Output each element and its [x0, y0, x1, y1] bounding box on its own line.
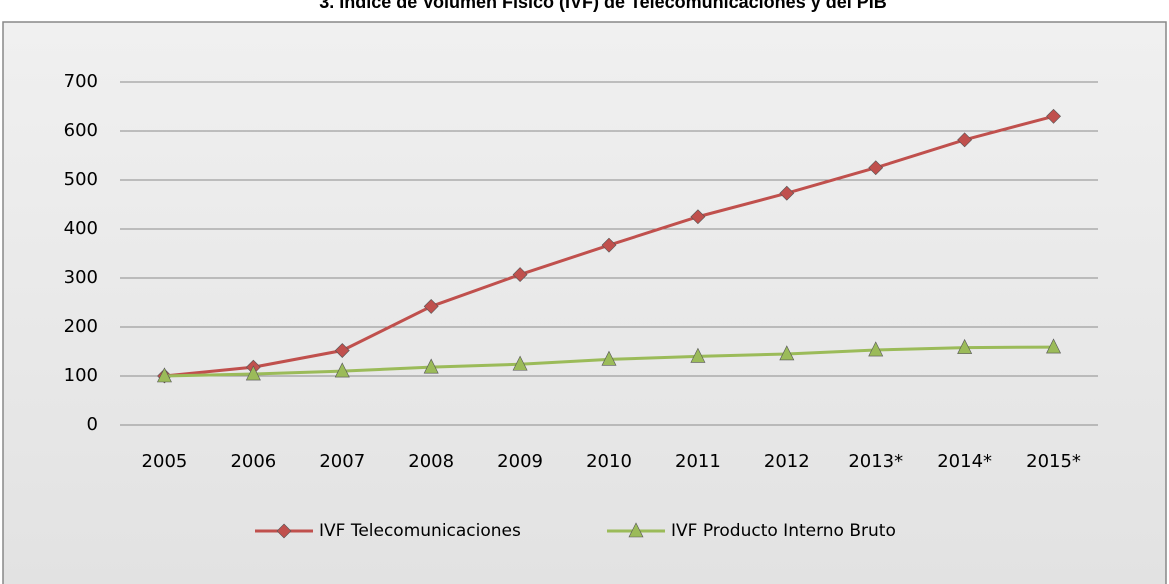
data-point — [779, 345, 795, 361]
x-tick-label: 2009 — [497, 451, 543, 472]
data-point — [512, 267, 528, 282]
y-tick-label: 0 — [87, 414, 98, 435]
x-tick-label: 2012 — [764, 451, 810, 472]
x-tick-label: 2005 — [142, 451, 188, 472]
x-tick-label: 2008 — [408, 451, 454, 472]
legend-marker — [628, 522, 644, 538]
legend-marker — [276, 523, 292, 539]
data-point — [779, 185, 795, 201]
data-point — [957, 338, 973, 354]
data-point — [423, 358, 439, 374]
x-tick-label: 2007 — [319, 451, 365, 472]
x-tick-label: 2015* — [1026, 451, 1081, 472]
data-point — [334, 343, 350, 358]
y-tick-label: 700 — [64, 71, 98, 92]
y-tick-label: 600 — [64, 120, 98, 141]
y-tick-label: 400 — [64, 218, 98, 239]
data-point — [423, 298, 439, 314]
x-tick-label: 2013* — [848, 451, 903, 472]
legend-label: IVF Producto Interno Bruto — [671, 521, 896, 541]
data-point — [957, 132, 973, 148]
data-point — [868, 341, 884, 357]
data-point — [690, 347, 706, 363]
chart-title: 3. Índice de Volumen Físico (IVF) de Tel… — [319, 0, 886, 12]
y-tick-label: 100 — [64, 365, 98, 386]
chart-area — [2, 21, 1167, 584]
x-tick-label: 2014* — [937, 451, 992, 472]
data-point — [1046, 108, 1061, 124]
data-point — [601, 350, 617, 366]
data-point — [601, 237, 617, 253]
data-point — [868, 160, 884, 176]
x-tick-label: 2010 — [586, 451, 632, 472]
data-point — [334, 362, 350, 378]
data-point — [690, 209, 706, 225]
data-point — [156, 367, 172, 383]
x-tick-label: 2006 — [230, 451, 276, 472]
y-tick-label: 300 — [64, 267, 98, 288]
data-point — [512, 355, 528, 371]
y-tick-label: 500 — [64, 169, 98, 190]
legend-label: IVF Telecomunicaciones — [319, 521, 521, 541]
y-tick-label: 200 — [64, 316, 98, 337]
data-point — [1046, 338, 1062, 354]
data-point — [245, 365, 261, 381]
x-tick-label: 2011 — [675, 451, 721, 472]
